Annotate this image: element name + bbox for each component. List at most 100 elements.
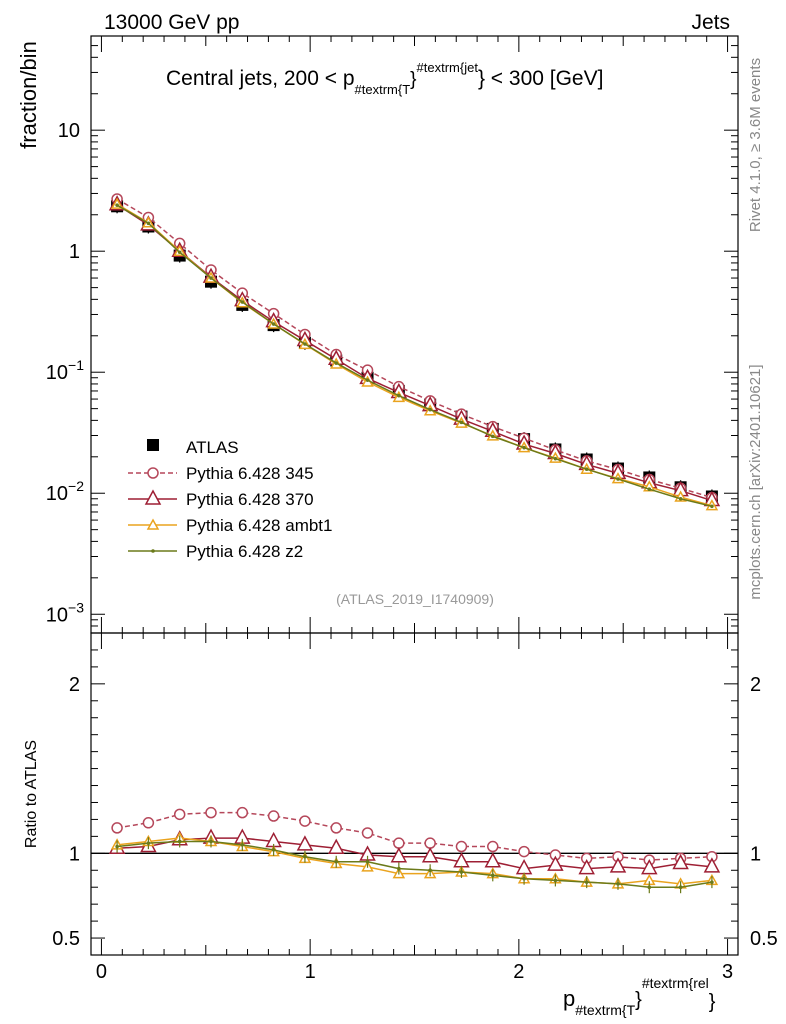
- ratio-marker-p345: [487, 840, 499, 853]
- ratio-ytick-label-right: 0.5: [750, 928, 778, 950]
- ratio-marker-p370: [578, 858, 595, 875]
- ratio-marker-z2: [647, 885, 652, 890]
- ratio-marker-p345: [330, 822, 342, 834]
- legend: ATLAS Pythia 6.428 345 Pythia 6.428 370 …: [128, 438, 332, 561]
- legend-label-370: Pythia 6.428 370: [186, 490, 314, 509]
- legend-marker-370: [144, 489, 162, 505]
- ratio-ytick-label-left: 0.5: [52, 928, 80, 950]
- ratio-marker-z2: [428, 868, 432, 873]
- main-ylabel: fraction/bin: [16, 41, 41, 149]
- ratio-xtick-label: 3: [722, 961, 733, 983]
- ratio-marker-z2: [334, 859, 339, 864]
- marker-z2: [365, 378, 370, 382]
- header-left: 13000 GeV pp: [104, 11, 239, 34]
- ratio-marker-p345: [173, 808, 186, 821]
- marker-z2: [678, 496, 683, 501]
- ratio-marker-z2: [177, 839, 182, 844]
- ratio-marker-p345: [518, 845, 530, 858]
- marker-z2: [522, 445, 526, 450]
- ratio-marker-z2: [490, 873, 495, 878]
- legend-label-345: Pythia 6.428 345: [186, 464, 314, 483]
- marker-z2: [334, 361, 339, 365]
- ratio-marker-p345: [361, 827, 374, 839]
- main-ytick-label: 10−1: [46, 357, 84, 384]
- ratio-marker-z2: [240, 843, 245, 847]
- ratio-marker-z2: [397, 866, 401, 871]
- marker-z2: [240, 300, 245, 304]
- legend-marker-ambt1: [146, 518, 160, 530]
- legend-label-ambt1: Pythia 6.428 ambt1: [186, 516, 332, 535]
- ratio-marker-p345: [393, 837, 405, 849]
- ratio-marker-p370: [609, 857, 627, 873]
- marker-z2: [553, 456, 558, 461]
- main-series-line-ambt1: [116, 203, 713, 507]
- ratio-marker-p370: [641, 858, 658, 875]
- main-ytick-label: 10−2: [46, 478, 84, 505]
- ratio-marker-p370: [390, 847, 408, 863]
- marker-z2: [177, 250, 182, 255]
- ratio-marker-z2: [553, 878, 558, 883]
- ratio-marker-z2: [616, 882, 620, 886]
- legend-marker-atlas: [147, 439, 159, 451]
- marker-z2: [647, 487, 652, 491]
- marker-z2: [490, 434, 495, 439]
- ratio-marker-z2: [303, 854, 307, 859]
- legend-marker-z2: [151, 549, 155, 553]
- main-axis-ticks: 10 1 10−1 10−2 10−3: [46, 35, 738, 634]
- ratio-ylabel: Ratio to ATLAS: [23, 740, 40, 848]
- analysis-watermark: (ATLAS_2019_I1740909): [336, 591, 494, 607]
- main-ytick-label: 10: [58, 120, 80, 142]
- ratio-ytick-label-right: 1: [750, 843, 761, 865]
- ratio-marker-z2: [146, 841, 151, 845]
- ratio-marker-z2: [365, 859, 370, 864]
- ratio-marker-p370: [421, 847, 439, 863]
- ratio-series-group: [108, 806, 721, 894]
- main-ytick-label: 10−3: [46, 599, 84, 626]
- ratio-marker-p345: [424, 837, 436, 849]
- marker-z2: [459, 420, 464, 425]
- marker-z2: [146, 221, 151, 226]
- ratio-marker-p370: [484, 852, 502, 868]
- ratio-marker-p345: [205, 806, 217, 819]
- legend-label-z2: Pythia 6.428 z2: [186, 542, 303, 561]
- ratio-marker-z2: [115, 844, 119, 849]
- marker-z2: [616, 477, 620, 481]
- main-series-group: [108, 193, 721, 511]
- main-ytick-label: 1: [69, 241, 80, 263]
- marker-z2: [584, 467, 589, 471]
- header-right: Jets: [691, 11, 730, 34]
- ratio-marker-z2: [522, 876, 526, 881]
- ratio-xtick-label: 0: [96, 961, 107, 983]
- ratio-frame: [90, 632, 739, 956]
- ratio-marker-p345: [142, 817, 155, 829]
- ratio-marker-p370: [296, 835, 314, 851]
- ratio-marker-p370: [327, 838, 345, 854]
- ratio-xtick-label: 1: [305, 961, 316, 983]
- ratio-panel: 2 2 1 1 0.5 0.5 0 1 2 3 Ratio to ATLAS p#textrm{T…: [23, 632, 778, 1018]
- ratio-marker-p345: [299, 815, 311, 827]
- ratio-ytick-label-right: 2: [750, 674, 761, 696]
- marker-z2: [397, 393, 401, 398]
- ratio-marker-z2: [209, 839, 213, 844]
- rivet-label: Rivet 4.1.0, ≥ 3.6M events: [747, 58, 764, 232]
- ratio-series-line-z2: [117, 840, 713, 888]
- legend-marker-345: [147, 467, 159, 479]
- ratio-marker-z2: [584, 880, 589, 884]
- ratio-xlabel: p#textrm{T}#textrm{rel}: [563, 975, 716, 1018]
- legend-label-atlas: ATLAS: [186, 438, 239, 457]
- marker-z2: [115, 203, 119, 207]
- ratio-marker-p345: [267, 810, 280, 822]
- main-series-line-z2: [116, 204, 713, 508]
- ratio-marker-z2: [271, 848, 276, 852]
- ratio-ytick-label-left: 2: [69, 674, 80, 696]
- main-title: Central jets, 200 < p#textrm{T}#textrm{j…: [166, 60, 603, 97]
- ratio-marker-p370: [672, 853, 689, 870]
- marker-z2: [710, 504, 714, 509]
- main-panel: 10 1 10−1 10−2 10−3 fraction/bin Central jet…: [16, 35, 739, 634]
- ratio-xtick-label: 2: [513, 961, 524, 983]
- ratio-marker-z2: [678, 885, 683, 890]
- marker-z2: [271, 322, 276, 326]
- ratio-marker-p345: [236, 806, 249, 819]
- ratio-marker-z2: [710, 880, 714, 884]
